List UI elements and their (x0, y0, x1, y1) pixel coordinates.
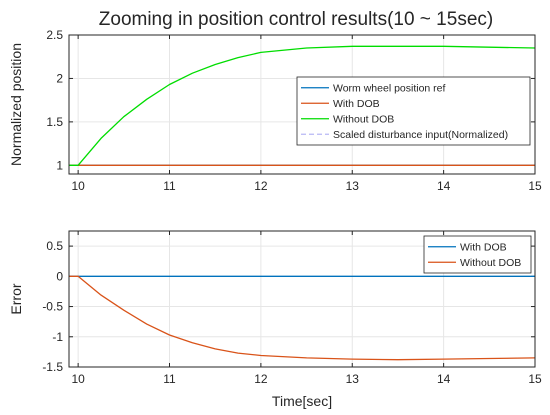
top-y-tick-label: 1 (56, 158, 63, 172)
top-y-tick-label: 2.5 (46, 28, 63, 42)
top-series-line-2 (69, 45, 536, 166)
top-x-tick-label: 11 (163, 179, 176, 193)
bottom-legend-label-1: Without DOB (460, 257, 521, 269)
top-x-tick-label: 10 (71, 179, 85, 193)
bottom-x-tick-label: 12 (254, 372, 268, 386)
bottom-y-tick-label: -1.5 (42, 360, 63, 374)
bottom-y-tick-label: -0.5 (42, 300, 63, 314)
top-x-tick-label: 15 (528, 179, 542, 193)
bottom-x-tick-label: 13 (346, 372, 360, 386)
top-y-tick-label: 1.5 (46, 115, 63, 129)
bottom-x-axis-label: Time[sec] (272, 393, 332, 409)
top-legend-label-1: With DOB (333, 98, 380, 110)
bottom-y-tick-label: -1 (52, 330, 63, 344)
bottom-series-line-1 (69, 275, 536, 361)
bottom-x-tick-label: 10 (71, 372, 85, 386)
bottom-legend-label-0: With DOB (460, 241, 507, 253)
bottom-legend: With DOB Without DOB (423, 235, 532, 274)
top-legend-label-3: Scaled disturbance input(Normalized) (333, 129, 508, 141)
top-y-tick-label: 2 (56, 71, 63, 85)
bottom-x-tick-label: 14 (437, 372, 451, 386)
bottom-y-axis-label: Error (8, 283, 24, 314)
top-legend-label-2: Without DOB (333, 113, 394, 125)
top-x-tick-label: 13 (346, 179, 360, 193)
bottom-y-tick-label: 0.5 (46, 239, 63, 253)
bottom-x-tick-label: 11 (163, 372, 176, 386)
bottom-axes-box (68, 230, 536, 368)
top-legend-label-0: Worm wheel position ref (333, 82, 446, 94)
top-legend-box (296, 76, 531, 146)
top-chart-title: Zooming in position control results(10 ~… (99, 9, 493, 30)
bottom-x-tick-label: 15 (528, 372, 542, 386)
bottom-legend-box (423, 235, 532, 274)
bottom-y-tick-label: 0 (56, 269, 63, 283)
top-y-axis-label: Normalized position (8, 43, 24, 166)
top-axes: 10 11 12 13 14 15 1 1.5 2 2.5 Zooming in position … (8, 9, 542, 193)
top-axes-box (68, 34, 536, 175)
bottom-axes: 10 11 12 13 14 15 -1.5 -1 -0.5 0 0.5 Error Time[sec]… (8, 230, 542, 409)
top-x-tick-label: 12 (254, 179, 268, 193)
top-x-tick-label: 14 (437, 179, 451, 193)
top-legend: Worm wheel position ref With DOB Without D… (296, 76, 531, 146)
